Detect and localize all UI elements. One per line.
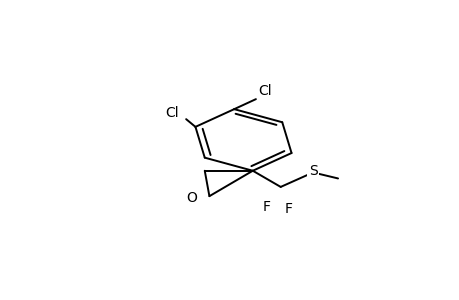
Text: F: F xyxy=(284,202,292,216)
Text: S: S xyxy=(308,164,317,178)
Text: O: O xyxy=(186,191,196,206)
Text: F: F xyxy=(262,200,270,214)
Text: Cl: Cl xyxy=(165,106,179,120)
Text: Cl: Cl xyxy=(258,84,271,98)
